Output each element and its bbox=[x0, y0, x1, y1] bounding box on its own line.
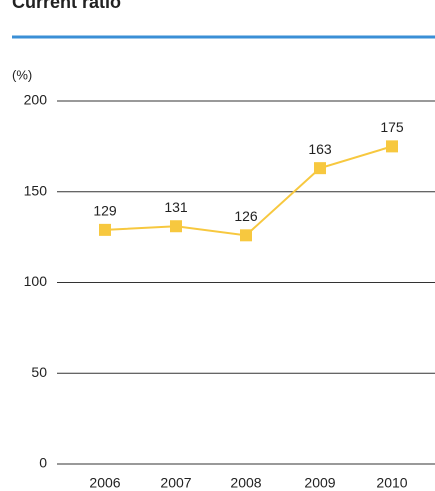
chart-title: Current ratio bbox=[12, 0, 121, 12]
y-tick-label: 100 bbox=[24, 273, 48, 289]
point-marker bbox=[386, 140, 398, 153]
y-tick-label: 50 bbox=[31, 364, 47, 380]
x-tick-label: 2006 bbox=[89, 475, 120, 491]
x-tick-label: 2009 bbox=[304, 475, 335, 491]
y-unit: (%) bbox=[12, 67, 32, 82]
data-label: 131 bbox=[164, 199, 188, 215]
y-tick-label: 0 bbox=[39, 455, 47, 471]
point-marker bbox=[170, 220, 182, 233]
data-label: 163 bbox=[308, 141, 332, 157]
point-marker bbox=[240, 229, 252, 242]
point-marker bbox=[99, 223, 111, 236]
x-tick-label: 2010 bbox=[376, 475, 407, 491]
data-label: 126 bbox=[234, 208, 258, 224]
x-tick-label: 2007 bbox=[160, 475, 191, 491]
data-label: 175 bbox=[380, 119, 404, 135]
x-tick-label: 2008 bbox=[230, 475, 261, 491]
y-tick-label: 200 bbox=[24, 92, 48, 108]
data-label: 129 bbox=[93, 203, 117, 219]
y-tick-label: 150 bbox=[24, 182, 48, 198]
point-marker bbox=[314, 162, 326, 175]
